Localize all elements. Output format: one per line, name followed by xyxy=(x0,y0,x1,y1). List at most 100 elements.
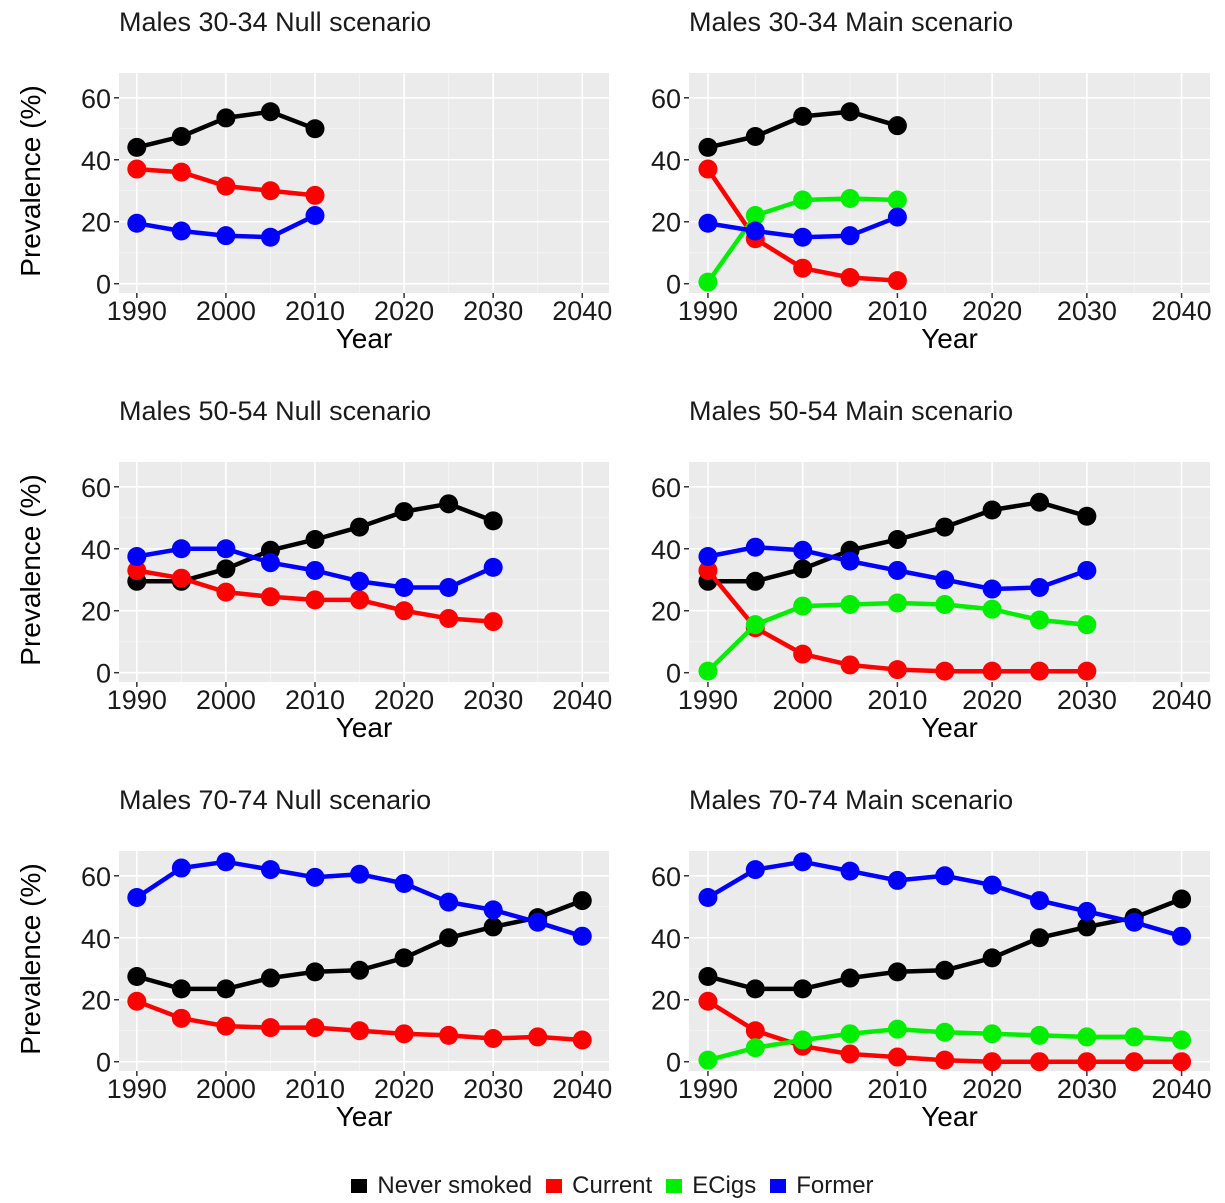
panel-6-point-former-2040 xyxy=(1172,926,1192,946)
panel-5-point-never-smoked-1990 xyxy=(127,966,147,986)
panel-1-x-tick-label: 1990 xyxy=(107,296,167,326)
legend-item-never-smoked: Never smoked xyxy=(351,1172,532,1200)
panel-3-point-former-2030 xyxy=(483,557,503,577)
panel-1-point-current-2000 xyxy=(216,176,236,196)
panel-1-y-tick-label: 20 xyxy=(81,208,111,238)
panel-2-point-ecigs-2000 xyxy=(793,190,813,210)
panel-5-point-former-1990 xyxy=(127,887,147,907)
panel-6-point-never-smoked-1995 xyxy=(745,979,765,999)
panel-1-x-tick-label: 2030 xyxy=(463,296,523,326)
panel-5-point-former-2030 xyxy=(483,900,503,920)
panel-6-point-ecigs-1990 xyxy=(698,1050,718,1070)
panel-6-point-current-2025 xyxy=(1029,1052,1049,1072)
legend-swatch-never-smoked xyxy=(351,1179,368,1193)
panel-1-point-former-2005 xyxy=(260,227,280,247)
legend-item-ecigs: ECigs xyxy=(666,1172,756,1200)
panel-1-x-tick-label: 2000 xyxy=(196,296,256,326)
panel-6-point-never-smoked-2030 xyxy=(1077,917,1097,937)
panel-1-x-axis-label: Year xyxy=(336,323,393,354)
panel-3-y-tick-label: 0 xyxy=(96,659,111,689)
panel-4-point-never-smoked-2025 xyxy=(1029,492,1049,512)
legend-item-former: Former xyxy=(770,1172,874,1200)
panel-3-point-never-smoked-2010 xyxy=(305,529,325,549)
panel-1-point-former-1990 xyxy=(127,213,147,233)
panel-4-y-tick-label: 40 xyxy=(651,535,681,565)
panel-5-point-never-smoked-2025 xyxy=(439,928,459,948)
panel-6-point-current-2040 xyxy=(1172,1052,1192,1072)
panel-5-point-never-smoked-2030 xyxy=(483,917,503,937)
panel-2-point-ecigs-1995 xyxy=(745,206,765,226)
panel-5-point-former-2000 xyxy=(216,852,236,872)
panel-4-point-never-smoked-2020 xyxy=(982,500,1002,520)
panel-5-y-axis-label: Prevalence (%) xyxy=(15,863,46,1054)
panel-5-point-former-2005 xyxy=(260,860,280,880)
panel-5-point-current-2000 xyxy=(216,1016,236,1036)
legend-swatch-ecigs xyxy=(666,1179,683,1193)
panel-4-point-ecigs-2015 xyxy=(935,595,955,615)
panel-4-point-current-2005 xyxy=(840,655,860,675)
panel-4-x-axis-label: Year xyxy=(921,712,978,743)
panel-6-point-never-smoked-2020 xyxy=(982,948,1002,968)
panel-2-x-tick-label: 2000 xyxy=(773,296,833,326)
panel-2-point-current-2000 xyxy=(793,258,813,278)
panel-3-point-current-2005 xyxy=(260,587,280,607)
panel-4-point-ecigs-1990 xyxy=(698,661,718,681)
panel-6-point-current-2015 xyxy=(935,1050,955,1070)
panel-3-point-never-smoked-2025 xyxy=(439,494,459,514)
panel-6-point-former-2020 xyxy=(982,875,1002,895)
panel-3-point-current-2020 xyxy=(394,601,414,621)
panel-1-plot-background xyxy=(119,73,609,293)
panel-6-point-former-2030 xyxy=(1077,901,1097,921)
panel-6-point-current-1995 xyxy=(745,1021,765,1041)
panel-4-point-ecigs-2005 xyxy=(840,595,860,615)
panel-4-point-former-2005 xyxy=(840,551,860,571)
panel-4-point-ecigs-2010 xyxy=(887,593,907,613)
panel-6-point-ecigs-2035 xyxy=(1124,1027,1144,1047)
panel-5-point-never-smoked-2015 xyxy=(350,960,370,980)
panel-6-point-ecigs-1995 xyxy=(745,1038,765,1058)
panel-6-point-former-2035 xyxy=(1124,912,1144,932)
panel-1-title: Males 30-34 Null scenario xyxy=(119,7,431,37)
panel-6-point-ecigs-2010 xyxy=(887,1019,907,1039)
panel-1-point-current-2005 xyxy=(260,181,280,201)
panel-3-x-tick-label: 2040 xyxy=(552,685,612,715)
panel-5-point-current-1990 xyxy=(127,991,147,1011)
panel-6-x-tick-label: 2030 xyxy=(1057,1074,1117,1104)
panel-6-y-tick-label: 60 xyxy=(651,862,681,892)
panel-2-point-former-2005 xyxy=(840,226,860,246)
panel-6-point-current-2035 xyxy=(1124,1052,1144,1072)
panel-3-point-former-1990 xyxy=(127,547,147,567)
panel-6-point-never-smoked-2010 xyxy=(887,962,907,982)
panel-2-title: Males 30-34 Main scenario xyxy=(689,7,1013,37)
panel-6-title: Males 70-74 Main scenario xyxy=(689,785,1013,815)
panel-2-y-tick-label: 40 xyxy=(651,146,681,176)
panel-3-point-current-2000 xyxy=(216,582,236,602)
panel-2-point-never-smoked-2005 xyxy=(840,102,860,122)
panel-5-point-current-2040 xyxy=(572,1030,592,1050)
panel-3-y-tick-label: 40 xyxy=(81,535,111,565)
panel-4-point-current-2015 xyxy=(935,661,955,681)
panel-6-x-tick-label: 2040 xyxy=(1152,1074,1212,1104)
panel-3-title: Males 50-54 Null scenario xyxy=(119,396,431,426)
panel-5-point-former-2035 xyxy=(528,912,548,932)
panel-4-point-former-2020 xyxy=(982,579,1002,599)
panel-6-y-tick-label: 0 xyxy=(666,1048,681,1078)
panel-3-y-tick-label: 20 xyxy=(81,597,111,627)
panel-4-point-ecigs-2025 xyxy=(1029,610,1049,630)
panel-2-x-tick-label: 2040 xyxy=(1152,296,1212,326)
panel-6-point-former-2005 xyxy=(840,861,860,881)
panel-6-point-never-smoked-2005 xyxy=(840,968,860,988)
panel-5-point-former-2020 xyxy=(394,874,414,894)
panel-3-point-former-2005 xyxy=(260,553,280,573)
panel-3-point-current-1995 xyxy=(171,568,191,588)
panel-5-point-current-2030 xyxy=(483,1028,503,1048)
panel-6-x-tick-label: 2010 xyxy=(867,1074,927,1104)
panel-4-point-former-2025 xyxy=(1029,577,1049,597)
panel-2-y-tick-label: 20 xyxy=(651,208,681,238)
panel-5-point-current-2010 xyxy=(305,1018,325,1038)
panel-2-y-tick-label: 0 xyxy=(666,270,681,300)
legend-label-ecigs: ECigs xyxy=(692,1172,757,1199)
